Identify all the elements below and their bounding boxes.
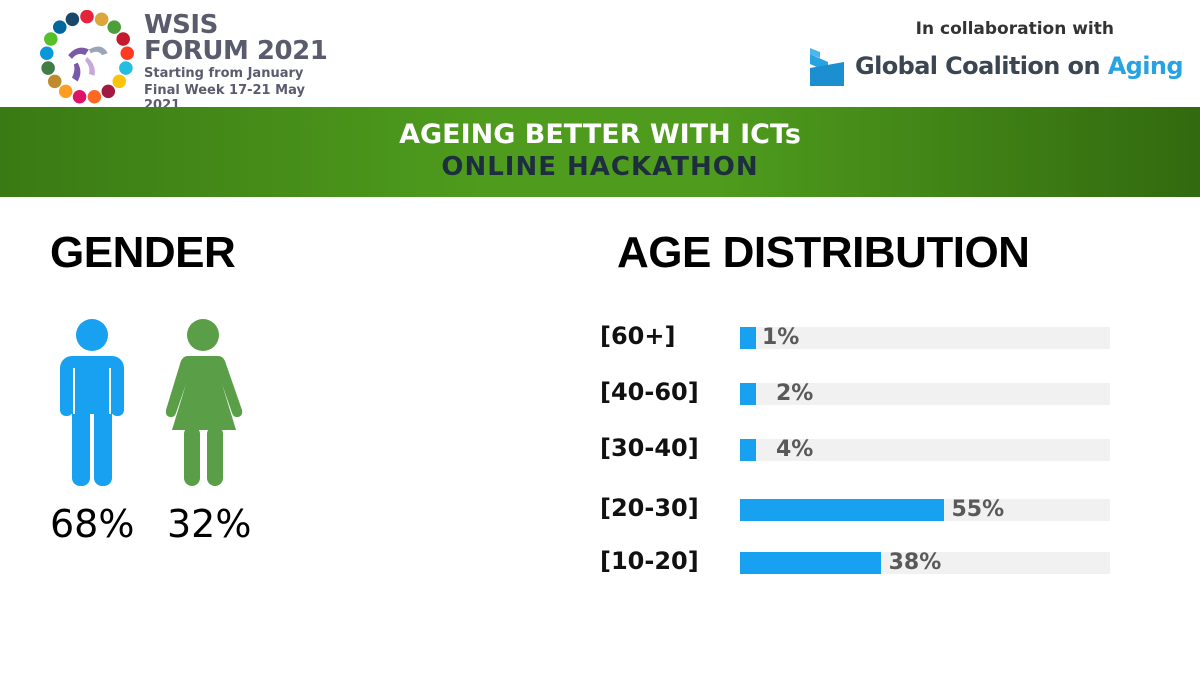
global-coalition-on-aging-logo: Global Coalition on Aging bbox=[810, 48, 1184, 88]
gca-text-main: Global Coalition on bbox=[855, 52, 1101, 80]
age-distribution-heading: AGE DISTRIBUTION bbox=[617, 228, 1030, 277]
wsis-forum-logo: WSIS FORUM 2021 Starting from January Fi… bbox=[40, 10, 340, 113]
gender-heading: GENDER bbox=[50, 228, 236, 277]
age-bar bbox=[740, 327, 756, 349]
age-bar-value-label: 4% bbox=[776, 437, 814, 462]
age-bar-value-label: 2% bbox=[776, 381, 814, 406]
wsis-title-line2: FORUM 2021 bbox=[144, 36, 328, 66]
age-category-label: [10-20] bbox=[600, 547, 699, 575]
collaboration-label: In collaboration with bbox=[915, 19, 1114, 39]
banner-title: AGEING BETTER WITH ICTs bbox=[399, 119, 801, 150]
age-bar bbox=[740, 439, 756, 461]
banner-subtitle: ONLINE HACKATHON bbox=[441, 152, 759, 182]
male-percentage: 68% bbox=[50, 502, 135, 546]
age-bar-track bbox=[740, 439, 1110, 461]
age-category-label: [60+] bbox=[600, 322, 676, 350]
male-figure-icon bbox=[60, 319, 124, 486]
female-percentage: 32% bbox=[167, 502, 252, 546]
sdg-wheel-icon bbox=[40, 10, 134, 104]
age-bar-value-label: 38% bbox=[888, 550, 942, 575]
gca-logo-text: Global Coalition on Aging bbox=[855, 52, 1184, 80]
age-bar-value-label: 1% bbox=[762, 325, 800, 350]
female-figure-icon bbox=[165, 319, 243, 486]
wsis-title-line1: WSIS bbox=[144, 10, 218, 40]
age-category-label: [40-60] bbox=[600, 378, 699, 406]
age-distribution-chart: [60+] 1% [40-60] 2% [30-40] 4% [20-30] 55% [10-2… bbox=[600, 315, 1140, 585]
age-bar-value-label: 55% bbox=[951, 497, 1005, 522]
age-bar-track bbox=[740, 383, 1110, 405]
age-bar bbox=[740, 499, 944, 521]
age-bar bbox=[740, 552, 881, 574]
title-banner: AGEING BETTER WITH ICTs ONLINE HACKATHON bbox=[0, 107, 1200, 197]
gca-text-aging: Aging bbox=[1107, 52, 1184, 80]
wsis-subtitle-line1: Starting from January bbox=[144, 66, 304, 81]
age-bar bbox=[740, 383, 756, 405]
age-category-label: [20-30] bbox=[600, 494, 699, 522]
gca-logo-icon bbox=[810, 48, 844, 86]
age-category-label: [30-40] bbox=[600, 434, 699, 462]
age-bar-track bbox=[740, 327, 1110, 349]
